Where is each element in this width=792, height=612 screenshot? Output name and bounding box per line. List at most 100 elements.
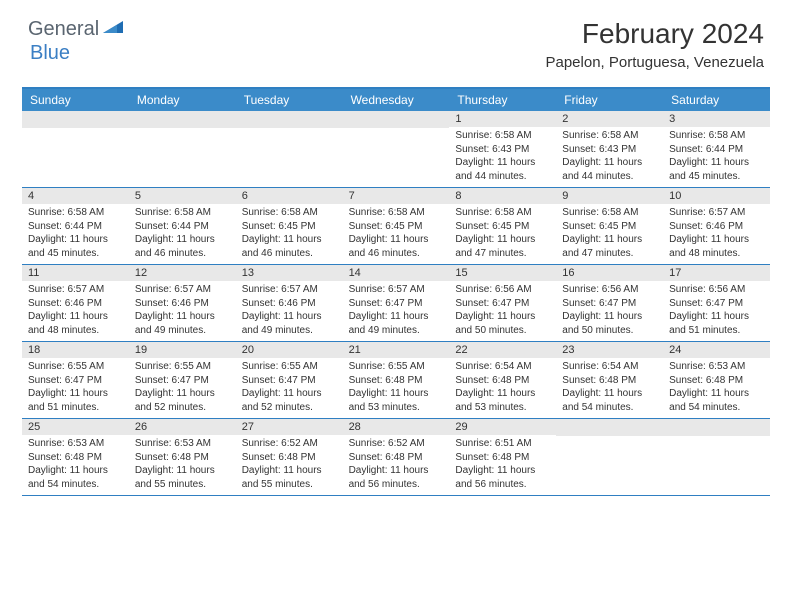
day-number: 21 bbox=[343, 342, 450, 358]
sunset-text: Sunset: 6:47 PM bbox=[28, 374, 123, 388]
day-cell: 27Sunrise: 6:52 AMSunset: 6:48 PMDayligh… bbox=[236, 419, 343, 495]
daylight-text: Daylight: 11 hours and 55 minutes. bbox=[135, 464, 230, 491]
day-cell: 5Sunrise: 6:58 AMSunset: 6:44 PMDaylight… bbox=[129, 188, 236, 264]
day-number: 7 bbox=[343, 188, 450, 204]
daylight-text: Daylight: 11 hours and 52 minutes. bbox=[135, 387, 230, 414]
sunset-text: Sunset: 6:47 PM bbox=[135, 374, 230, 388]
daylight-text: Daylight: 11 hours and 48 minutes. bbox=[28, 310, 123, 337]
day-number: 8 bbox=[449, 188, 556, 204]
daylight-text: Daylight: 11 hours and 56 minutes. bbox=[455, 464, 550, 491]
day-info: Sunrise: 6:57 AMSunset: 6:47 PMDaylight:… bbox=[343, 281, 450, 341]
day-info: Sunrise: 6:56 AMSunset: 6:47 PMDaylight:… bbox=[556, 281, 663, 341]
sunrise-text: Sunrise: 6:53 AM bbox=[28, 437, 123, 451]
day-cell: 17Sunrise: 6:56 AMSunset: 6:47 PMDayligh… bbox=[663, 265, 770, 341]
day-cell: 20Sunrise: 6:55 AMSunset: 6:47 PMDayligh… bbox=[236, 342, 343, 418]
day-number: 11 bbox=[22, 265, 129, 281]
day-info: Sunrise: 6:58 AMSunset: 6:45 PMDaylight:… bbox=[556, 204, 663, 264]
sunrise-text: Sunrise: 6:54 AM bbox=[562, 360, 657, 374]
day-header-fri: Friday bbox=[556, 89, 663, 111]
day-info: Sunrise: 6:56 AMSunset: 6:47 PMDaylight:… bbox=[449, 281, 556, 341]
sunrise-text: Sunrise: 6:53 AM bbox=[135, 437, 230, 451]
day-info: Sunrise: 6:55 AMSunset: 6:47 PMDaylight:… bbox=[129, 358, 236, 418]
week-row: 18Sunrise: 6:55 AMSunset: 6:47 PMDayligh… bbox=[22, 342, 770, 419]
day-cell bbox=[343, 111, 450, 187]
sunset-text: Sunset: 6:44 PM bbox=[28, 220, 123, 234]
sunset-text: Sunset: 6:45 PM bbox=[242, 220, 337, 234]
day-number: 26 bbox=[129, 419, 236, 435]
title-block: February 2024 Papelon, Portuguesa, Venez… bbox=[545, 18, 764, 71]
sunrise-text: Sunrise: 6:55 AM bbox=[349, 360, 444, 374]
sunset-text: Sunset: 6:46 PM bbox=[242, 297, 337, 311]
day-info: Sunrise: 6:57 AMSunset: 6:46 PMDaylight:… bbox=[663, 204, 770, 264]
day-cell: 25Sunrise: 6:53 AMSunset: 6:48 PMDayligh… bbox=[22, 419, 129, 495]
day-number: 17 bbox=[663, 265, 770, 281]
day-number: 2 bbox=[556, 111, 663, 127]
daylight-text: Daylight: 11 hours and 51 minutes. bbox=[28, 387, 123, 414]
weeks-container: 1Sunrise: 6:58 AMSunset: 6:43 PMDaylight… bbox=[22, 111, 770, 496]
sunset-text: Sunset: 6:48 PM bbox=[28, 451, 123, 465]
location-subtitle: Papelon, Portuguesa, Venezuela bbox=[545, 54, 764, 71]
day-cell bbox=[22, 111, 129, 187]
day-cell: 29Sunrise: 6:51 AMSunset: 6:48 PMDayligh… bbox=[449, 419, 556, 495]
day-cell: 4Sunrise: 6:58 AMSunset: 6:44 PMDaylight… bbox=[22, 188, 129, 264]
sunset-text: Sunset: 6:46 PM bbox=[135, 297, 230, 311]
daylight-text: Daylight: 11 hours and 52 minutes. bbox=[242, 387, 337, 414]
sunrise-text: Sunrise: 6:55 AM bbox=[242, 360, 337, 374]
day-header-sat: Saturday bbox=[663, 89, 770, 111]
daylight-text: Daylight: 11 hours and 44 minutes. bbox=[562, 156, 657, 183]
sunrise-text: Sunrise: 6:58 AM bbox=[455, 206, 550, 220]
sunrise-text: Sunrise: 6:58 AM bbox=[135, 206, 230, 220]
sunrise-text: Sunrise: 6:55 AM bbox=[28, 360, 123, 374]
calendar-grid: Sunday Monday Tuesday Wednesday Thursday… bbox=[22, 87, 770, 496]
day-number-empty bbox=[663, 419, 770, 436]
day-header-row: Sunday Monday Tuesday Wednesday Thursday… bbox=[22, 89, 770, 111]
sunrise-text: Sunrise: 6:58 AM bbox=[669, 129, 764, 143]
day-cell bbox=[663, 419, 770, 495]
day-info: Sunrise: 6:55 AMSunset: 6:48 PMDaylight:… bbox=[343, 358, 450, 418]
day-number: 18 bbox=[22, 342, 129, 358]
day-cell: 1Sunrise: 6:58 AMSunset: 6:43 PMDaylight… bbox=[449, 111, 556, 187]
day-number: 5 bbox=[129, 188, 236, 204]
day-number: 13 bbox=[236, 265, 343, 281]
sunrise-text: Sunrise: 6:54 AM bbox=[455, 360, 550, 374]
sunrise-text: Sunrise: 6:58 AM bbox=[242, 206, 337, 220]
day-info: Sunrise: 6:53 AMSunset: 6:48 PMDaylight:… bbox=[129, 435, 236, 495]
daylight-text: Daylight: 11 hours and 47 minutes. bbox=[455, 233, 550, 260]
day-cell: 9Sunrise: 6:58 AMSunset: 6:45 PMDaylight… bbox=[556, 188, 663, 264]
day-number-empty bbox=[22, 111, 129, 128]
daylight-text: Daylight: 11 hours and 50 minutes. bbox=[562, 310, 657, 337]
logo-text-blue: Blue bbox=[30, 42, 70, 64]
day-cell: 21Sunrise: 6:55 AMSunset: 6:48 PMDayligh… bbox=[343, 342, 450, 418]
daylight-text: Daylight: 11 hours and 45 minutes. bbox=[669, 156, 764, 183]
day-info: Sunrise: 6:54 AMSunset: 6:48 PMDaylight:… bbox=[556, 358, 663, 418]
day-info: Sunrise: 6:55 AMSunset: 6:47 PMDaylight:… bbox=[22, 358, 129, 418]
sunset-text: Sunset: 6:45 PM bbox=[562, 220, 657, 234]
day-number: 20 bbox=[236, 342, 343, 358]
day-number: 4 bbox=[22, 188, 129, 204]
day-cell: 13Sunrise: 6:57 AMSunset: 6:46 PMDayligh… bbox=[236, 265, 343, 341]
sunset-text: Sunset: 6:47 PM bbox=[562, 297, 657, 311]
day-number: 15 bbox=[449, 265, 556, 281]
logo-triangle-icon bbox=[103, 19, 125, 40]
week-row: 1Sunrise: 6:58 AMSunset: 6:43 PMDaylight… bbox=[22, 111, 770, 188]
day-header-wed: Wednesday bbox=[343, 89, 450, 111]
daylight-text: Daylight: 11 hours and 50 minutes. bbox=[455, 310, 550, 337]
day-number: 29 bbox=[449, 419, 556, 435]
daylight-text: Daylight: 11 hours and 54 minutes. bbox=[562, 387, 657, 414]
day-number: 6 bbox=[236, 188, 343, 204]
day-number: 12 bbox=[129, 265, 236, 281]
sunrise-text: Sunrise: 6:58 AM bbox=[349, 206, 444, 220]
day-cell: 11Sunrise: 6:57 AMSunset: 6:46 PMDayligh… bbox=[22, 265, 129, 341]
day-cell: 16Sunrise: 6:56 AMSunset: 6:47 PMDayligh… bbox=[556, 265, 663, 341]
day-number: 23 bbox=[556, 342, 663, 358]
sunset-text: Sunset: 6:48 PM bbox=[562, 374, 657, 388]
sunrise-text: Sunrise: 6:55 AM bbox=[135, 360, 230, 374]
daylight-text: Daylight: 11 hours and 51 minutes. bbox=[669, 310, 764, 337]
day-info: Sunrise: 6:52 AMSunset: 6:48 PMDaylight:… bbox=[343, 435, 450, 495]
day-info: Sunrise: 6:58 AMSunset: 6:45 PMDaylight:… bbox=[343, 204, 450, 264]
daylight-text: Daylight: 11 hours and 56 minutes. bbox=[349, 464, 444, 491]
day-cell: 24Sunrise: 6:53 AMSunset: 6:48 PMDayligh… bbox=[663, 342, 770, 418]
day-info: Sunrise: 6:58 AMSunset: 6:43 PMDaylight:… bbox=[449, 127, 556, 187]
week-row: 25Sunrise: 6:53 AMSunset: 6:48 PMDayligh… bbox=[22, 419, 770, 496]
sunset-text: Sunset: 6:48 PM bbox=[242, 451, 337, 465]
